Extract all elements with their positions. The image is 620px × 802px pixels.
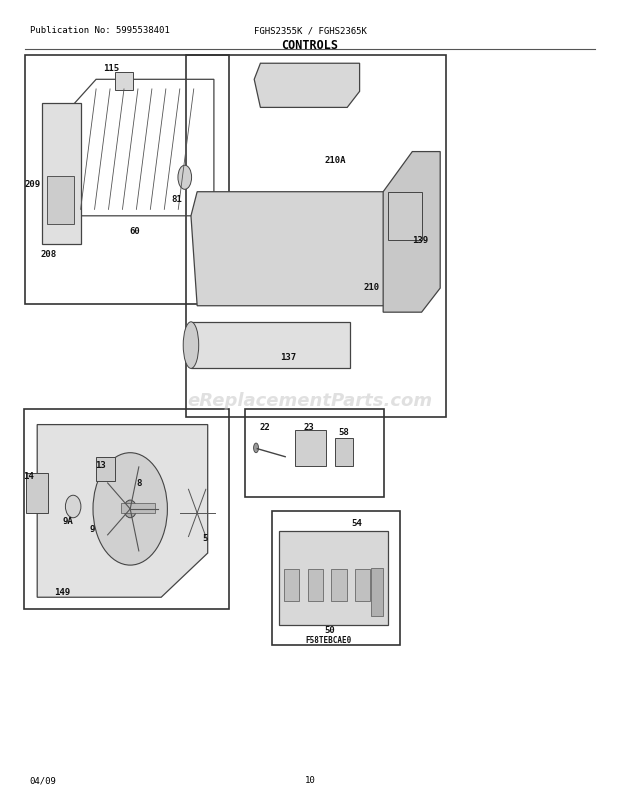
Bar <box>294 431 326 467</box>
Bar <box>335 439 353 467</box>
Text: 54: 54 <box>351 518 362 528</box>
Ellipse shape <box>178 166 192 190</box>
Text: 04/09: 04/09 <box>30 776 56 784</box>
Text: 210: 210 <box>364 282 380 292</box>
Text: 8: 8 <box>137 478 142 488</box>
Polygon shape <box>37 425 208 597</box>
Ellipse shape <box>184 322 199 369</box>
Text: FGHS2355K / FGHS2365K: FGHS2355K / FGHS2365K <box>254 26 366 35</box>
Bar <box>121 504 155 513</box>
Text: 149: 149 <box>54 587 70 597</box>
Text: CONTROLS: CONTROLS <box>281 38 339 51</box>
Text: Publication No: 5995538401: Publication No: 5995538401 <box>30 26 169 35</box>
Text: eReplacementParts.com: eReplacementParts.com <box>187 392 433 410</box>
Bar <box>388 192 422 241</box>
Bar <box>284 569 299 602</box>
Text: 60: 60 <box>130 226 141 236</box>
Bar <box>26 473 48 513</box>
Text: F58TEBCAE0: F58TEBCAE0 <box>306 635 352 645</box>
Polygon shape <box>191 322 350 369</box>
Text: 10: 10 <box>304 776 316 784</box>
Text: 9: 9 <box>89 525 94 534</box>
Text: 22: 22 <box>260 423 271 432</box>
Bar <box>96 457 115 481</box>
Bar <box>371 568 383 616</box>
Polygon shape <box>42 104 81 245</box>
Ellipse shape <box>93 453 167 565</box>
Bar <box>186 56 446 417</box>
Text: 13: 13 <box>95 460 106 470</box>
Bar <box>308 569 323 602</box>
Bar <box>279 531 388 626</box>
Text: 9A: 9A <box>63 516 74 526</box>
Text: 58: 58 <box>339 427 350 436</box>
Text: 209: 209 <box>24 180 40 189</box>
Text: 14: 14 <box>23 471 34 480</box>
Bar <box>25 56 229 305</box>
Polygon shape <box>191 192 403 306</box>
Text: 210A: 210A <box>324 156 345 165</box>
Bar <box>331 569 347 602</box>
Text: 23: 23 <box>303 422 314 431</box>
Text: 139: 139 <box>412 236 428 245</box>
Bar <box>245 409 384 497</box>
Ellipse shape <box>124 500 136 518</box>
Text: 115: 115 <box>104 63 120 73</box>
Bar <box>272 512 400 646</box>
Bar <box>355 569 370 602</box>
Ellipse shape <box>66 496 81 518</box>
Bar <box>115 73 133 91</box>
Text: 137: 137 <box>280 352 296 362</box>
Bar <box>24 409 229 610</box>
Text: 5: 5 <box>202 533 207 542</box>
Text: 81: 81 <box>171 194 182 204</box>
Bar <box>46 176 74 225</box>
Polygon shape <box>254 64 360 108</box>
Polygon shape <box>383 152 440 313</box>
Text: 50: 50 <box>324 625 335 634</box>
Text: 208: 208 <box>40 249 56 259</box>
Ellipse shape <box>254 444 259 453</box>
